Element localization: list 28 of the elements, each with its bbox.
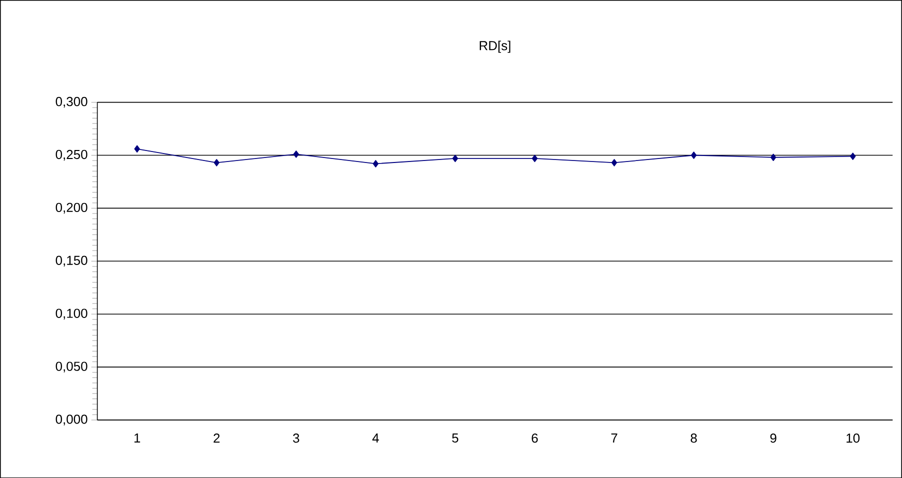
y-tick-label: 0,150 — [56, 256, 88, 266]
point — [134, 145, 140, 152]
point — [372, 160, 379, 168]
point — [293, 150, 299, 158]
y-tick-label: 0,100 — [56, 308, 88, 320]
y-tick-label: 0,200 — [56, 202, 88, 214]
point — [690, 151, 697, 159]
point — [452, 154, 458, 162]
point — [770, 154, 776, 161]
x-tick-label: 5 — [452, 433, 458, 442]
chart-title: RD[s] — [480, 40, 510, 53]
x-tick-label: 8 — [690, 433, 697, 443]
point — [214, 158, 220, 166]
point — [532, 154, 538, 162]
y-tick-label: 0,050 — [56, 362, 88, 372]
x-tick-label: 2 — [214, 433, 220, 442]
y-tick-label: 0,250 — [56, 150, 88, 160]
x-tick-label: 9 — [770, 433, 776, 443]
x-tick-label: 1 — [134, 433, 140, 442]
x-tick-label: 7 — [611, 433, 618, 442]
x-tick-label: 4 — [372, 433, 379, 442]
point — [850, 152, 856, 160]
y-tick-label: 0,000 — [56, 414, 88, 426]
y-tick-label: 0,300 — [56, 96, 88, 108]
point — [611, 158, 618, 166]
x-tick-label: 10 — [846, 433, 860, 443]
x-tick-label: 3 — [293, 433, 300, 443]
x-tick-label: 6 — [532, 433, 538, 443]
